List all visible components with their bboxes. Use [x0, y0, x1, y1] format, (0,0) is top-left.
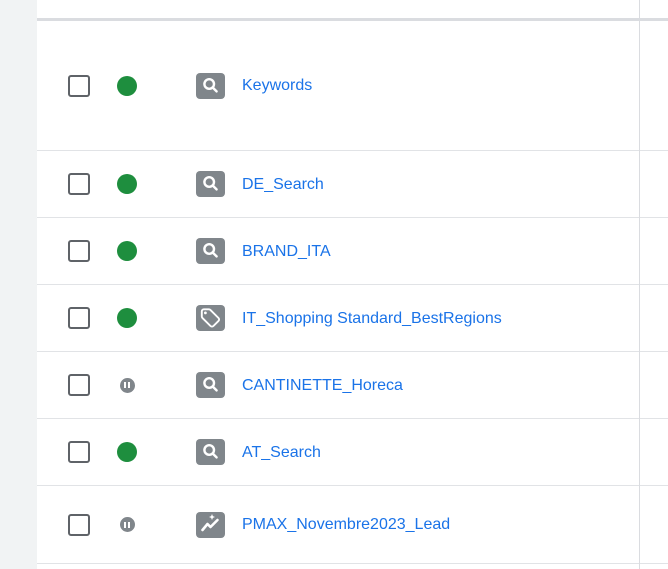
enabled-dot-icon [117, 241, 137, 261]
campaign-name-link[interactable]: CANTINETTE_Horeca [242, 376, 403, 394]
row-checkbox[interactable] [68, 74, 90, 97]
table-row: BRAND_ITA [37, 218, 668, 285]
campaign-type-search-icon [196, 238, 225, 264]
campaign-name-link[interactable]: AT_Search [242, 443, 321, 461]
table-row: DE_Search [37, 151, 668, 218]
campaign-name-link[interactable]: BRAND_ITA [242, 242, 331, 260]
campaign-type-performance_max-icon [196, 511, 225, 538]
campaign-type-search-icon [196, 439, 225, 465]
row-checkbox[interactable] [68, 374, 90, 396]
campaign-type-search-icon [196, 171, 225, 197]
paused-icon [119, 377, 135, 393]
status-icon-enabled[interactable] [117, 442, 137, 462]
campaign-rows: Keywords DE_Search [37, 21, 668, 564]
table-row: CANTINETTE_Horeca [37, 352, 668, 419]
campaign-type-search-icon [196, 72, 225, 99]
table-row: Keywords [37, 21, 668, 151]
status-icon-enabled[interactable] [117, 75, 137, 96]
status-icon-paused[interactable] [117, 515, 137, 535]
status-icon-enabled[interactable] [117, 241, 137, 261]
left-rail [0, 0, 37, 569]
row-checkbox[interactable] [68, 240, 90, 262]
enabled-dot-icon [117, 75, 137, 96]
performance-max-icon [201, 513, 219, 531]
status-icon-enabled[interactable] [117, 174, 137, 194]
table-row: PMAX_Novembre2023_Lead [37, 486, 668, 564]
campaign-name-link[interactable]: Keywords [242, 77, 313, 94]
campaign-name-link[interactable]: DE_Search [242, 175, 324, 193]
row-checkbox[interactable] [68, 513, 90, 536]
campaign-name-link[interactable]: PMAX_Novembre2023_Lead [242, 516, 451, 533]
enabled-dot-icon [117, 442, 137, 462]
campaign-type-shopping-icon [196, 305, 225, 331]
search-icon [203, 77, 218, 93]
enabled-dot-icon [117, 308, 137, 328]
shopping-tag-icon [200, 308, 221, 328]
enabled-dot-icon [117, 174, 137, 194]
row-checkbox[interactable] [68, 173, 90, 195]
paused-icon [119, 517, 135, 532]
search-icon [203, 175, 218, 191]
search-icon [203, 376, 218, 392]
table-row: AT_Search [37, 419, 668, 486]
table-header-border [37, 18, 668, 21]
row-checkbox[interactable] [68, 307, 90, 329]
column-divider [639, 0, 640, 569]
table-row: IT_Shopping Standard_BestRegions [37, 285, 668, 352]
search-icon [203, 242, 218, 258]
campaign-type-search-icon [196, 372, 225, 398]
campaign-table: Keywords DE_Search [37, 0, 668, 569]
status-icon-enabled[interactable] [117, 308, 137, 328]
row-checkbox[interactable] [68, 441, 90, 463]
campaign-name-link[interactable]: IT_Shopping Standard_BestRegions [242, 309, 502, 327]
search-icon [203, 443, 218, 459]
status-icon-paused[interactable] [117, 375, 137, 395]
